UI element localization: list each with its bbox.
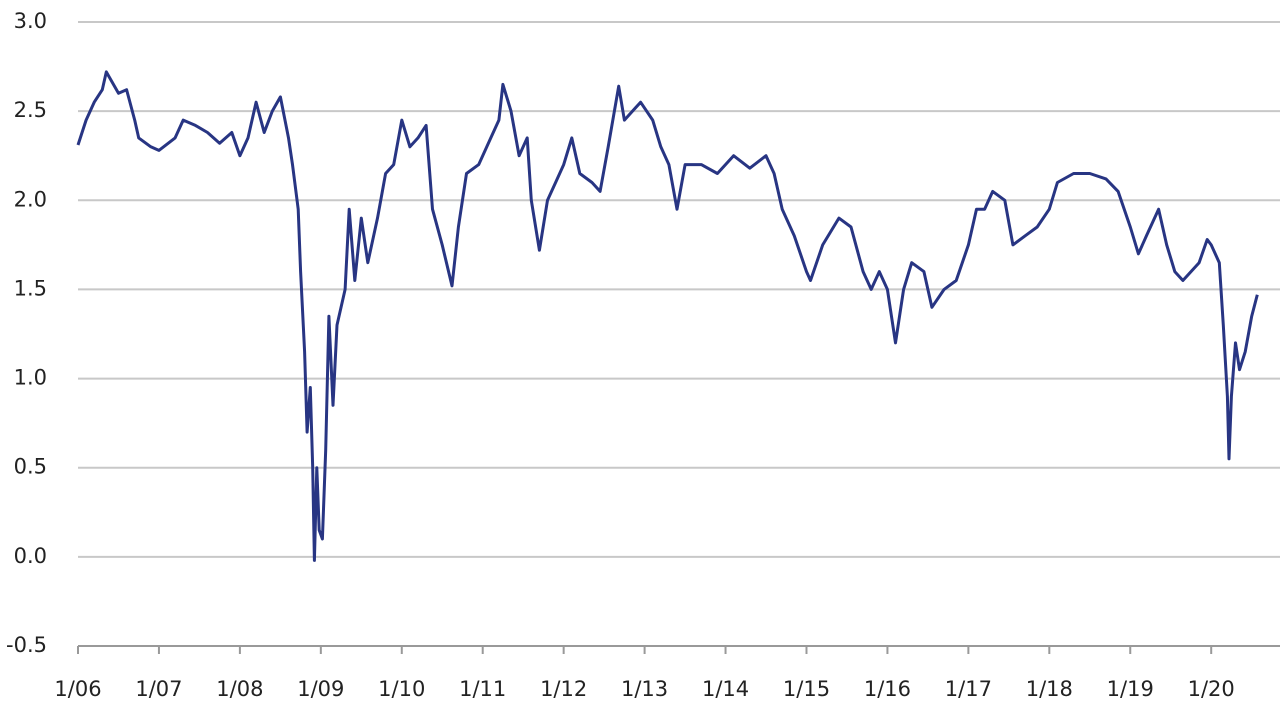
x-tick-label: 1/19 [1107,677,1154,701]
x-tick-label: 1/20 [1188,677,1235,701]
y-tick-label: 2.0 [14,187,47,211]
y-tick-label: 1.0 [14,366,47,390]
y-tick-label: 2.5 [14,98,47,122]
x-tick-label: 1/13 [621,677,668,701]
x-tick-label: 1/14 [702,677,749,701]
x-tick-label: 1/09 [297,677,344,701]
x-tick-label: 1/16 [864,677,911,701]
x-tick-label: 1/11 [459,677,506,701]
y-tick-label: -0.5 [6,633,47,657]
x-tick-label: 1/18 [1026,677,1073,701]
y-tick-label: 0.0 [14,544,47,568]
x-tick-label: 1/15 [783,677,830,701]
x-tick-label: 1/17 [945,677,992,701]
line-series [76,70,1259,562]
y-tick-label: 3.0 [14,9,47,33]
x-tick-label: 1/06 [54,677,101,701]
y-tick-label: 0.5 [14,455,47,479]
y-tick-label: 1.5 [14,276,47,300]
x-tick-label: 1/10 [378,677,425,701]
x-tick-label: 1/07 [135,677,182,701]
x-tick-label: 1/12 [540,677,587,701]
x-tick-label: 1/08 [216,677,263,701]
